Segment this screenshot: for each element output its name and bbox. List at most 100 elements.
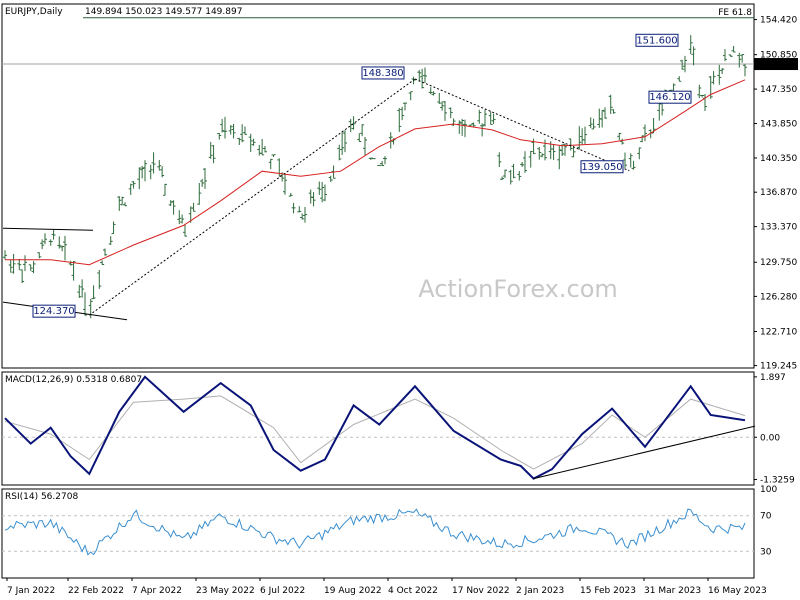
price-bar <box>397 107 402 132</box>
price-bar <box>483 109 487 127</box>
current-price-tag <box>754 58 798 71</box>
price-bar <box>217 132 222 140</box>
price-bar <box>228 125 233 135</box>
price-bar <box>148 164 153 180</box>
price-bar <box>383 156 387 165</box>
x-axis-label: 6 Jul 2022 <box>260 586 305 596</box>
price-bar <box>200 178 205 187</box>
price-bar <box>17 258 22 271</box>
price-bar <box>183 223 187 237</box>
price-bar <box>100 260 105 265</box>
price-bar <box>51 229 56 240</box>
x-axis-label: 15 Feb 2023 <box>580 586 636 596</box>
price-bar <box>517 170 522 181</box>
macd-line <box>4 375 746 480</box>
price-bar <box>91 285 96 300</box>
price-bar <box>340 131 345 155</box>
price-bar <box>628 153 633 168</box>
macd-panel: MACD(12,26,9) 0.5318 0.6807 1.897 0.00 -1.3… <box>4 373 795 485</box>
price-bar <box>48 239 53 246</box>
symbol-label: EURJPY,Daily <box>5 7 63 17</box>
price-bar <box>403 102 407 111</box>
price-bar <box>600 109 605 128</box>
price-bar <box>251 138 256 146</box>
price-bar <box>417 69 422 82</box>
price-bar <box>311 192 316 207</box>
price-axis-label: 136.870 <box>760 188 797 198</box>
price-bar <box>111 221 116 235</box>
rsi-axis-label: 70 <box>760 512 772 522</box>
price-bar <box>320 181 325 203</box>
price-bar <box>683 55 687 73</box>
price-bar <box>680 59 685 70</box>
price-bar <box>448 107 453 119</box>
price-bar <box>180 214 185 224</box>
macd-trendline <box>533 425 756 480</box>
price-bar <box>43 233 47 245</box>
price-bar <box>137 167 142 190</box>
price-annotation-label: 148.380 <box>362 68 403 79</box>
price-annotation-box <box>635 33 679 47</box>
price-panel: 154.420 150.850 147.350 143.850 140.350 136.8… <box>2 8 798 372</box>
price-axis-label: 140.350 <box>760 154 797 164</box>
price-bar <box>700 94 705 98</box>
price-bar <box>451 118 456 126</box>
price-bar <box>737 52 742 68</box>
price-bar <box>377 164 382 167</box>
price-annotation-box <box>648 90 692 104</box>
price-bar <box>40 239 45 250</box>
price-bar <box>343 130 347 153</box>
price-bar <box>288 192 293 197</box>
price-bar <box>588 117 593 129</box>
price-bar <box>140 165 145 179</box>
price-annotation-label: 146.120 <box>649 92 690 103</box>
price-bar <box>408 91 413 101</box>
price-bar <box>400 106 405 121</box>
price-bar <box>297 206 302 213</box>
x-axis-label: 22 Feb 2022 <box>68 586 124 596</box>
price-bar <box>3 250 7 260</box>
price-bar <box>460 118 465 136</box>
price-bar <box>157 160 162 171</box>
price-bar <box>640 135 645 143</box>
price-bar <box>623 152 627 169</box>
price-bar <box>103 248 107 256</box>
price-bar <box>120 196 125 206</box>
price-bar <box>617 132 622 141</box>
price-annotation-box <box>580 160 624 174</box>
price-bar <box>503 169 507 178</box>
rsi-panel: RSI(14) 56.2708 100 70 30 <box>4 485 777 557</box>
macd-axis-label: -1.3259 <box>760 475 795 485</box>
price-bar <box>223 116 227 139</box>
price-bar <box>303 207 307 223</box>
price-bar <box>337 144 342 161</box>
price-bar <box>608 94 613 115</box>
price-annotation-box <box>361 66 405 80</box>
price-bar <box>577 126 582 150</box>
watermark: ActionForex.com <box>418 275 618 303</box>
price-bar <box>208 142 213 159</box>
price-bar <box>63 235 67 261</box>
price-bar <box>357 133 362 143</box>
x-axis-label: 4 Oct 2022 <box>388 586 438 596</box>
x-axis-label: 16 May 2023 <box>708 586 767 596</box>
dashed-line-fall <box>414 78 630 172</box>
price-axis-label: 119.245 <box>760 362 797 372</box>
trendline-upper-left <box>2 227 94 231</box>
ohlc-label: 149.894 150.023 149.577 149.897 <box>85 7 242 17</box>
x-axis-label: 19 Aug 2022 <box>324 586 382 596</box>
price-bar <box>363 137 367 156</box>
price-bar <box>677 76 682 82</box>
current-price-value: 149.897 <box>757 60 794 70</box>
price-axis-label: 147.350 <box>760 85 797 95</box>
price-bar <box>731 45 736 53</box>
rsi-axis-label: 100 <box>760 485 777 495</box>
price-bar <box>511 163 516 179</box>
price-bar <box>740 54 745 63</box>
price-bar <box>691 46 696 66</box>
price-bar <box>557 145 562 170</box>
price-bar <box>480 123 485 137</box>
price-bar <box>540 153 545 158</box>
price-bar <box>271 154 276 158</box>
